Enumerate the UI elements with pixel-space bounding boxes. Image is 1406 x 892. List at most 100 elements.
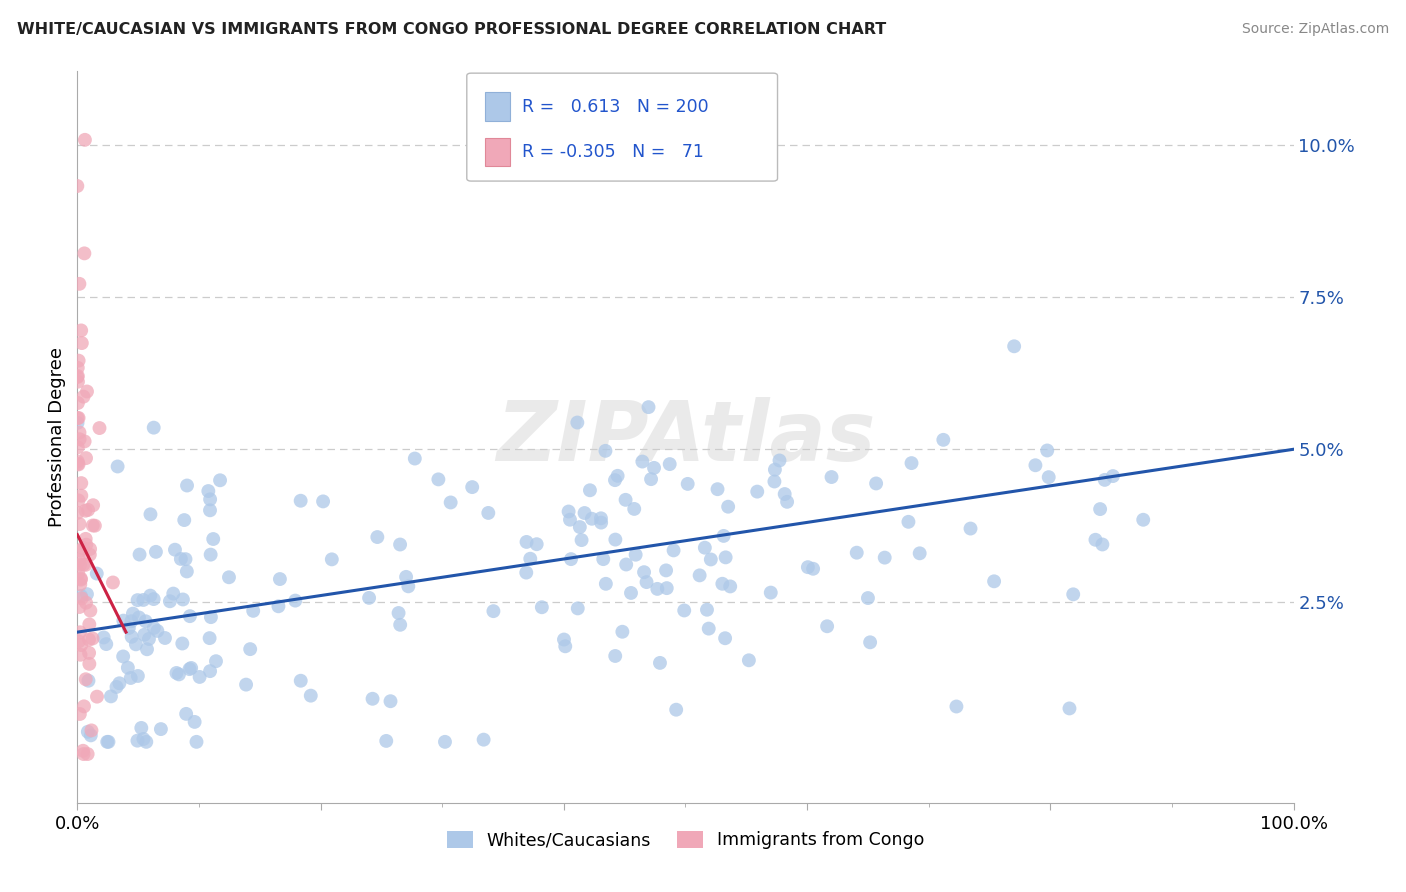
Point	[603, 473, 626, 487]
Text: ZIPAtlas: ZIPAtlas	[496, 397, 875, 477]
Point	[76, 747, 98, 761]
Point	[136, 642, 159, 657]
Point	[66, 179, 89, 194]
Point	[66, 454, 89, 468]
Point	[209, 473, 232, 487]
Point	[75, 672, 97, 686]
Point	[624, 548, 647, 562]
Point	[676, 476, 699, 491]
Point	[162, 586, 184, 600]
Point	[706, 482, 728, 496]
Point	[176, 478, 198, 492]
Point	[149, 722, 172, 736]
Point	[640, 472, 662, 486]
Point	[620, 586, 643, 600]
Point	[605, 648, 627, 663]
Point	[66, 416, 89, 430]
Point	[66, 440, 89, 454]
Point	[79, 541, 101, 556]
Point	[183, 714, 205, 729]
Point	[69, 432, 91, 446]
Point	[70, 573, 93, 587]
Point	[132, 731, 155, 746]
Point	[70, 638, 93, 652]
Point	[387, 606, 409, 620]
Point	[120, 614, 142, 628]
Point	[623, 502, 645, 516]
Point	[859, 635, 882, 649]
Point	[139, 589, 162, 603]
Point	[643, 461, 665, 475]
Point	[127, 733, 149, 747]
Point	[614, 558, 637, 572]
Point	[1059, 701, 1081, 715]
Point	[134, 628, 156, 642]
Point	[693, 541, 716, 555]
Point	[70, 591, 93, 606]
Point	[713, 529, 735, 543]
Point	[482, 604, 505, 618]
Point	[631, 454, 654, 468]
Point	[1036, 443, 1059, 458]
Point	[592, 552, 614, 566]
Point	[176, 565, 198, 579]
Point	[267, 599, 290, 614]
Point	[179, 662, 201, 676]
Point	[697, 622, 720, 636]
Point	[132, 593, 155, 607]
Point	[79, 617, 101, 632]
Point	[69, 648, 91, 662]
Text: WHITE/CAUCASIAN VS IMMIGRANTS FROM CONGO PROFESSIONAL DEGREE CORRELATION CHART: WHITE/CAUCASIAN VS IMMIGRANTS FROM CONGO…	[17, 22, 886, 37]
Point	[290, 673, 312, 688]
Point	[637, 400, 659, 414]
Point	[747, 484, 769, 499]
Point	[138, 632, 160, 646]
Point	[76, 724, 98, 739]
Point	[554, 640, 576, 654]
Point	[648, 656, 671, 670]
Point	[128, 548, 150, 562]
Point	[77, 646, 100, 660]
Point	[768, 453, 790, 467]
Point	[700, 552, 723, 566]
Point	[530, 600, 553, 615]
Point	[567, 416, 589, 430]
Point	[1088, 502, 1111, 516]
Point	[205, 654, 228, 668]
Point	[67, 493, 90, 508]
Point	[1002, 339, 1025, 353]
Point	[658, 457, 681, 471]
Point	[96, 735, 118, 749]
Point	[67, 411, 90, 425]
Point	[174, 552, 197, 566]
Point	[198, 631, 221, 645]
Point	[389, 617, 412, 632]
Text: R = -0.305   N =   71: R = -0.305 N = 71	[522, 143, 703, 161]
Point	[714, 550, 737, 565]
Point	[560, 552, 582, 566]
Point	[70, 589, 93, 603]
Point	[696, 603, 718, 617]
Point	[815, 619, 838, 633]
Point	[380, 694, 402, 708]
Point	[605, 533, 627, 547]
Point	[67, 353, 90, 368]
Y-axis label: Professional Degree: Professional Degree	[48, 347, 66, 527]
Point	[477, 506, 499, 520]
Point	[72, 747, 94, 761]
Point	[105, 680, 128, 694]
Point	[567, 601, 589, 615]
Point	[738, 653, 761, 667]
Point	[636, 575, 658, 590]
Point	[67, 277, 90, 291]
Point	[717, 500, 740, 514]
Point	[239, 642, 262, 657]
Point	[96, 637, 118, 651]
Point	[845, 546, 868, 560]
Point	[945, 699, 967, 714]
Point	[589, 511, 612, 525]
Point	[472, 732, 495, 747]
Point	[1084, 533, 1107, 547]
Point	[172, 636, 194, 650]
Point	[73, 246, 96, 260]
